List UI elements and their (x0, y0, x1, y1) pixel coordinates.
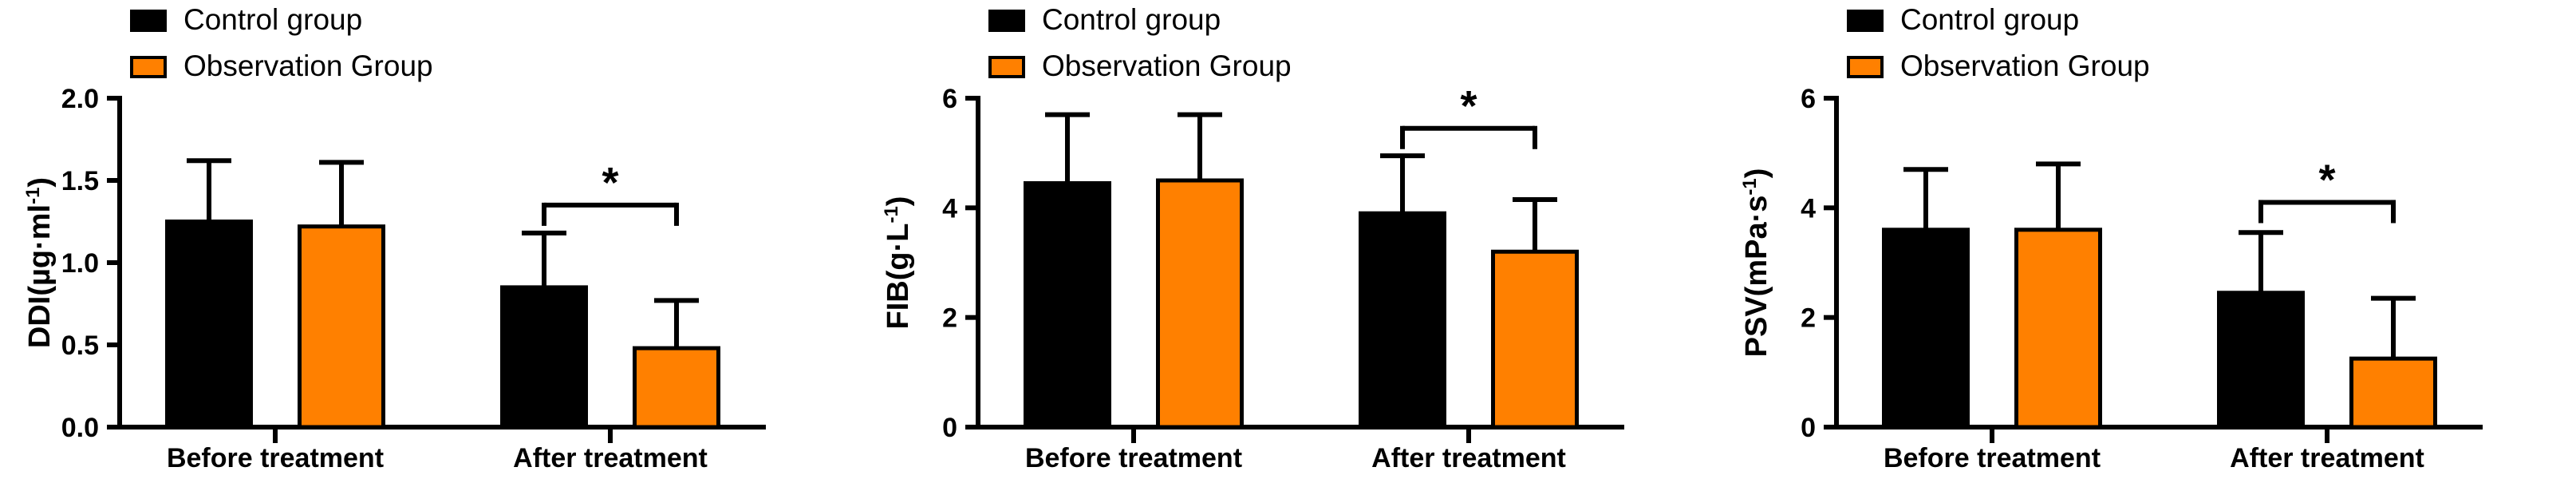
category-label: Before treatment (1025, 443, 1242, 473)
y-tick-label: 0.0 (61, 413, 99, 443)
legend-label: Control group (183, 3, 362, 36)
y-tick-label: 2.0 (61, 84, 99, 114)
legend-label: Observation Group (1042, 49, 1292, 82)
bar-control (2217, 291, 2305, 430)
y-tick-label: 2 (1801, 303, 1816, 334)
legend-swatch-control (988, 10, 1025, 32)
y-axis-label: FIB(g·L-1) (881, 196, 915, 330)
bar-control (1359, 211, 1446, 430)
bar-observation (1156, 178, 1244, 430)
y-tick-label: 0.5 (61, 331, 99, 361)
legend-label: Control group (1900, 3, 2079, 36)
y-axis-label: DDI(µg·ml-1) (22, 177, 57, 348)
legend-label: Observation Group (1900, 49, 2150, 82)
category-label: Before treatment (167, 443, 384, 473)
legend-swatch-control (1847, 10, 1884, 32)
legend-swatch-observation (130, 56, 167, 78)
significance-star: * (602, 159, 618, 207)
significance-star: * (1460, 82, 1477, 130)
y-tick-label: 4 (942, 193, 957, 224)
bar-observation (1491, 249, 1579, 430)
y-tick-label: 4 (1801, 193, 1816, 224)
category-label: Before treatment (1884, 443, 2101, 473)
ddi-bar-chart: 0.0 0.5 1.0 1.5 2.0 DDI(µg·ml-1) Before treatm… (22, 3, 766, 473)
bar-control (1024, 180, 1111, 430)
chart-panel-fib: 0 2 4 6 FIB(g·L-1) Before treatment After trea… (858, 0, 1717, 479)
psv-bar-chart: 0 2 4 6 PSV(mPa·s-1) Before treatment After tr… (1739, 3, 2483, 473)
category-label: After treatment (1371, 443, 1566, 473)
bar-observation (2349, 356, 2437, 430)
bar-control (1882, 228, 1970, 430)
legend-label: Control group (1042, 3, 1221, 36)
legend-swatch-observation (1847, 56, 1884, 78)
legend-swatch-observation (988, 56, 1025, 78)
y-tick-label: 1.5 (61, 166, 99, 196)
bar-observation (298, 224, 385, 430)
category-label: After treatment (2230, 443, 2424, 473)
y-tick-label: 0 (942, 413, 957, 443)
bar-control (165, 220, 253, 430)
legend-label: Observation Group (183, 49, 433, 82)
significance-star: * (2318, 156, 2335, 204)
bar-control (500, 285, 588, 430)
chart-panel-ddi: 0.0 0.5 1.0 1.5 2.0 DDI(µg·ml-1) Before treatm… (0, 0, 858, 479)
y-tick-label: 6 (1801, 84, 1816, 114)
fib-bar-chart: 0 2 4 6 FIB(g·L-1) Before treatment After trea… (881, 3, 1624, 473)
bar-observation (633, 346, 720, 430)
bar-observation (2014, 228, 2102, 430)
chart-panel-psv: 0 2 4 6 PSV(mPa·s-1) Before treatment After tr… (1717, 0, 2575, 479)
y-tick-label: 2 (942, 303, 957, 334)
y-axis-label: PSV(mPa·s-1) (1739, 168, 1773, 358)
y-tick-label: 1.0 (61, 248, 99, 279)
legend-swatch-control (130, 10, 167, 32)
y-tick-label: 6 (942, 84, 957, 114)
y-tick-label: 0 (1801, 413, 1816, 443)
category-label: After treatment (513, 443, 708, 473)
